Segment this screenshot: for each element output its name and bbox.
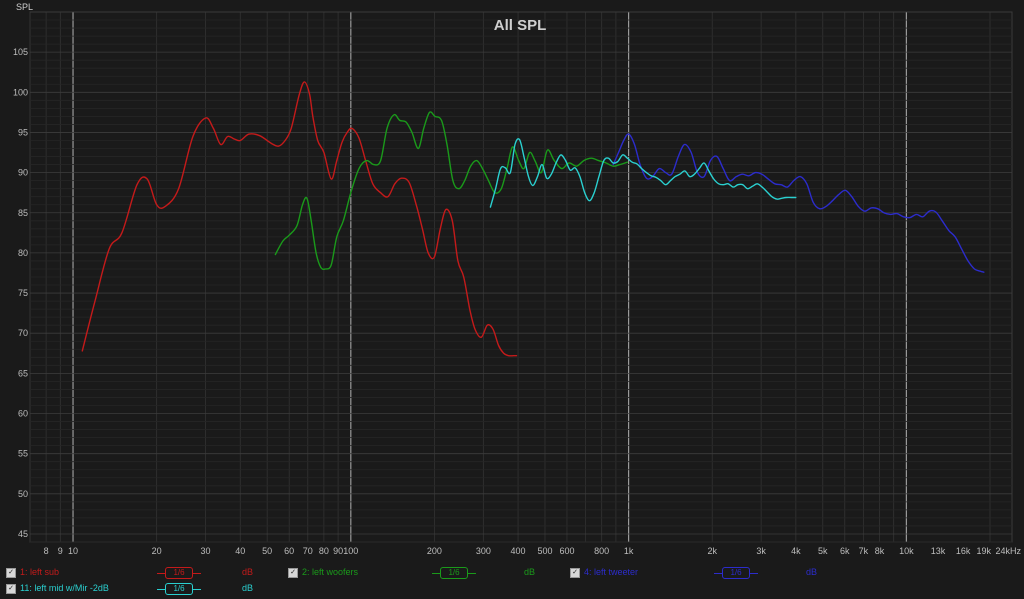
series-line-4-left-tweeter [612, 133, 985, 273]
y-tick-label: 55 [18, 449, 28, 459]
x-tick-label: 6k [840, 546, 850, 556]
x-tick-label: 90 [333, 546, 343, 556]
legend-checkbox-left-woofers[interactable]: ✓ [288, 568, 298, 578]
x-tick-label: 100 [343, 546, 358, 556]
chart-title: All SPL [494, 17, 547, 34]
legend-unit-left-mid: dB [242, 583, 254, 593]
x-tick-label: 13k [931, 546, 946, 556]
x-tick-label: 60 [284, 546, 294, 556]
y-tick-label: 50 [18, 489, 28, 499]
x-tick-label: 9 [58, 546, 63, 556]
legend-checkbox-left-tweeter[interactable]: ✓ [570, 568, 580, 578]
y-tick-label: 85 [18, 208, 28, 218]
smoothing-selector-left-tweeter[interactable]: 1/6 [714, 567, 758, 579]
grid [29, 11, 1013, 543]
y-tick-label: 45 [18, 529, 28, 539]
y-tick-label: 95 [18, 127, 28, 137]
legend-unit-left-tweeter: dB [806, 567, 818, 577]
spl-chart: 45 50 55 60 65 70 75 80 85 90 95 100 105 8 9 10 20 30 40 50… [0, 0, 1024, 565]
y-tick-label: 105 [13, 47, 28, 57]
x-tick-label: 20 [152, 546, 162, 556]
y-tick-label: 65 [18, 368, 28, 378]
smoothing-selector-left-woofers[interactable]: 1/6 [432, 567, 476, 579]
chart-background [0, 0, 1024, 565]
legend-checkbox-left-mid[interactable]: ✓ [6, 584, 16, 594]
x-tick-label: 10k [899, 546, 914, 556]
x-tick-label: 3k [756, 546, 766, 556]
x-tick-label: 24kHz [995, 546, 1021, 556]
legend-label-left-tweeter: 4: left tweeter [584, 567, 639, 577]
x-tick-label: 8 [44, 546, 49, 556]
x-tick-label: 400 [511, 546, 526, 556]
smoothing-selector-left-sub[interactable]: 1/6 [157, 567, 201, 579]
y-tick-label: 60 [18, 409, 28, 419]
y-tick-label: 90 [18, 168, 28, 178]
series-line-1-left-sub [81, 81, 518, 357]
legend-label-left-mid: 11: left mid w/Mir -2dB [20, 583, 109, 593]
x-tick-label: 2k [707, 546, 717, 556]
x-tick-label: 800 [594, 546, 609, 556]
x-tick-label: 300 [476, 546, 491, 556]
series-line-2-left-woofers [274, 111, 629, 271]
x-tick-label: 5k [818, 546, 828, 556]
x-tick-label: 4k [791, 546, 801, 556]
x-tick-label: 1k [624, 546, 634, 556]
y-tick-label: 80 [18, 248, 28, 258]
x-tick-label: 40 [235, 546, 245, 556]
x-tick-label: 10 [68, 546, 78, 556]
y-tick-label: 75 [18, 288, 28, 298]
legend-row-2: ✓ 11: left mid w/Mir -2dB 1/6 dB [0, 582, 1024, 598]
x-tick-label: 16k [956, 546, 971, 556]
legend-label-left-sub: 1: left sub [20, 567, 60, 577]
y-axis-label: SPL [16, 2, 33, 12]
legend-label-left-woofers: 2: left woofers [302, 567, 359, 577]
x-tick-label: 70 [303, 546, 313, 556]
x-tick-label: 19k [977, 546, 992, 556]
x-tick-label: 50 [262, 546, 272, 556]
x-tick-label: 500 [537, 546, 552, 556]
x-tick-label: 200 [427, 546, 442, 556]
x-tick-label: 7k [859, 546, 869, 556]
y-tick-label: 70 [18, 328, 28, 338]
series-lines [81, 81, 985, 357]
series-line-11-left-mid-w-mir-2db [489, 138, 797, 208]
legend-unit-left-sub: dB [242, 567, 254, 577]
y-tick-label: 100 [13, 87, 28, 97]
legend-unit-left-woofers: dB [524, 567, 536, 577]
legend-checkbox-left-sub[interactable]: ✓ [6, 568, 16, 578]
x-tick-label: 600 [559, 546, 574, 556]
x-tick-label: 8k [875, 546, 885, 556]
smoothing-selector-left-mid[interactable]: 1/6 [157, 583, 201, 595]
x-tick-label: 30 [201, 546, 211, 556]
tick-labels: 45 50 55 60 65 70 75 80 85 90 95 100 105 8 9 10 20 30 40 50… [13, 47, 1022, 556]
x-tick-label: 80 [319, 546, 329, 556]
legend-row-1: ✓ 1: left sub 1/6 dB ✓ 2: left woofers 1… [0, 566, 1024, 582]
